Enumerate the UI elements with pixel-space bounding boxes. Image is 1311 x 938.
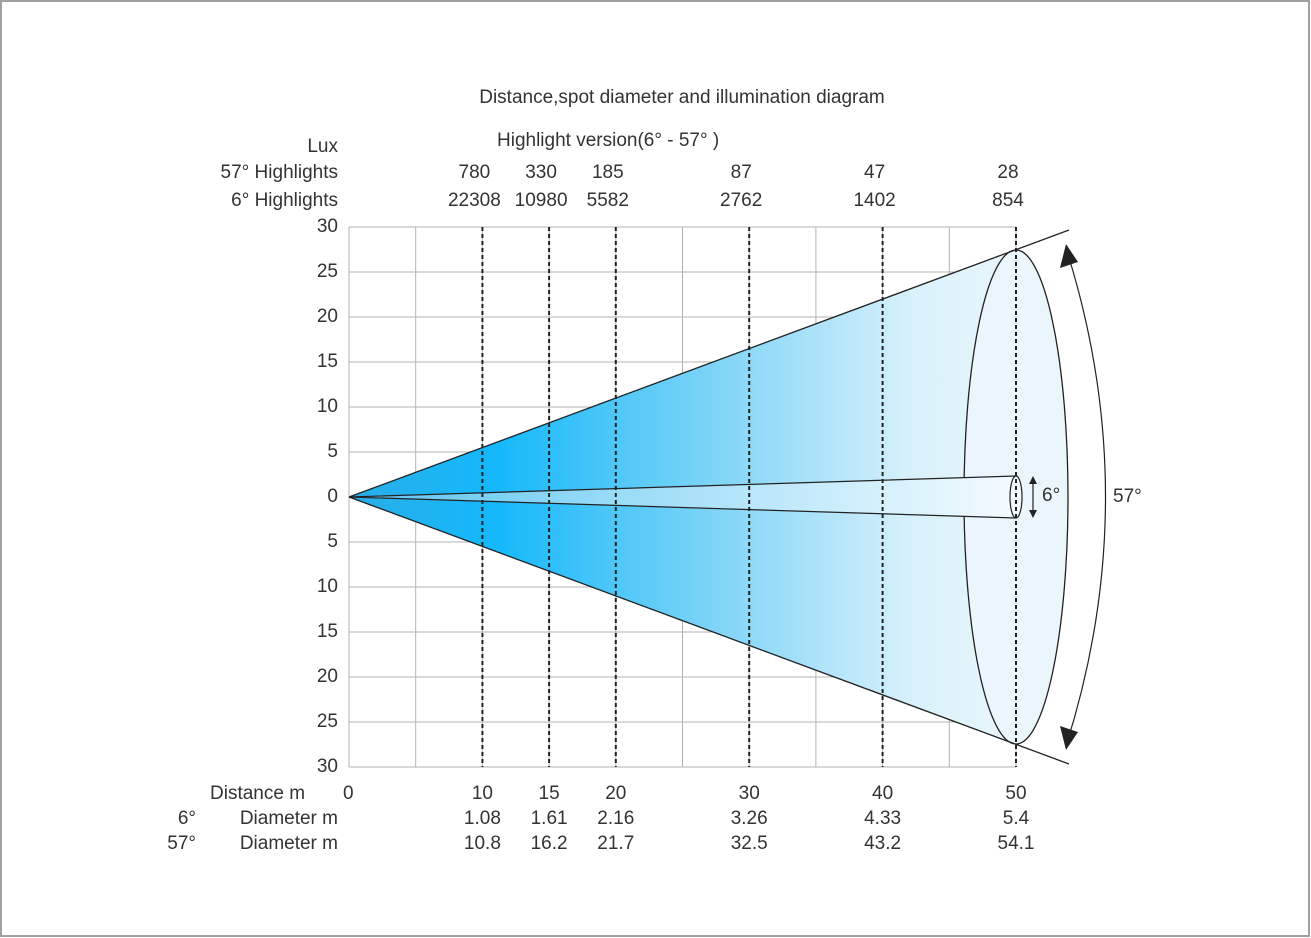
lux-value: 22308 (448, 190, 501, 211)
lux-value: 854 (992, 190, 1024, 211)
y-tick-label: 0 (327, 486, 338, 507)
diameter-value: 16.2 (531, 833, 568, 854)
distance-value: 40 (872, 783, 893, 804)
lux-value: 87 (731, 162, 752, 183)
y-tick-label: 20 (317, 666, 338, 687)
lux-value: 5582 (587, 190, 629, 211)
lux-value: 780 (459, 162, 491, 183)
diameter-value: 32.5 (731, 833, 768, 854)
lux-value: 10980 (515, 190, 568, 211)
y-tick-label: 20 (317, 306, 338, 327)
distance-label: Distance m (210, 783, 305, 804)
diameter-value: 3.26 (731, 808, 768, 829)
lux-row-label: 6° Highlights (231, 190, 338, 211)
diameter-value: 2.16 (597, 808, 634, 829)
distance-value: 15 (539, 783, 560, 804)
diameter-value: 1.08 (464, 808, 501, 829)
y-tick-label: 5 (327, 531, 338, 552)
narrow-angle-label: 6° (1042, 485, 1060, 506)
lux-value: 28 (997, 162, 1018, 183)
arrowhead (1060, 726, 1078, 750)
distance-value: 30 (739, 783, 760, 804)
y-tick-label: 10 (317, 396, 338, 417)
distance-value: 0 (343, 783, 354, 804)
lux-row-label: 57° Highlights (221, 162, 338, 183)
y-tick-label: 30 (317, 216, 338, 237)
diameter-value: 10.8 (464, 833, 501, 854)
wide-angle-arc (1065, 247, 1107, 747)
lux-value: 1402 (853, 190, 895, 211)
lux-value: 47 (864, 162, 885, 183)
title: Distance,spot diameter and illumination … (479, 87, 885, 108)
arrowhead (1029, 476, 1037, 484)
y-tick-label: 5 (327, 441, 338, 462)
diameter-angle: 6° (178, 808, 196, 829)
lux-value: 330 (525, 162, 557, 183)
lux-value: 2762 (720, 190, 762, 211)
diameter-label: Diameter m (240, 833, 338, 854)
y-tick-label: 25 (317, 261, 338, 282)
y-tick-label: 30 (317, 756, 338, 777)
beam-edge (348, 496, 1070, 765)
diameter-value: 4.33 (864, 808, 901, 829)
diameter-angle: 57° (167, 833, 196, 854)
arrowhead (1060, 244, 1078, 268)
distance-value: 20 (605, 783, 626, 804)
diameter-value: 1.61 (531, 808, 568, 829)
wide-angle-label: 57° (1113, 486, 1142, 507)
lux-value: 185 (592, 162, 624, 183)
beam-edge (348, 229, 1070, 498)
diameter-value: 5.4 (1003, 808, 1030, 829)
arrowhead (1029, 510, 1037, 518)
distance-value: 50 (1005, 783, 1026, 804)
diameter-value: 54.1 (998, 833, 1035, 854)
y-tick-label: 15 (317, 351, 338, 372)
lux-label: Lux (307, 136, 338, 157)
diameter-label: Diameter m (240, 808, 338, 829)
y-tick-label: 15 (317, 621, 338, 642)
diameter-value: 21.7 (597, 833, 634, 854)
y-tick-label: 25 (317, 711, 338, 732)
distance-value: 10 (472, 783, 493, 804)
subtitle: Highlight version(6° - 57° ) (497, 130, 719, 151)
y-tick-label: 10 (317, 576, 338, 597)
diameter-value: 43.2 (864, 833, 901, 854)
